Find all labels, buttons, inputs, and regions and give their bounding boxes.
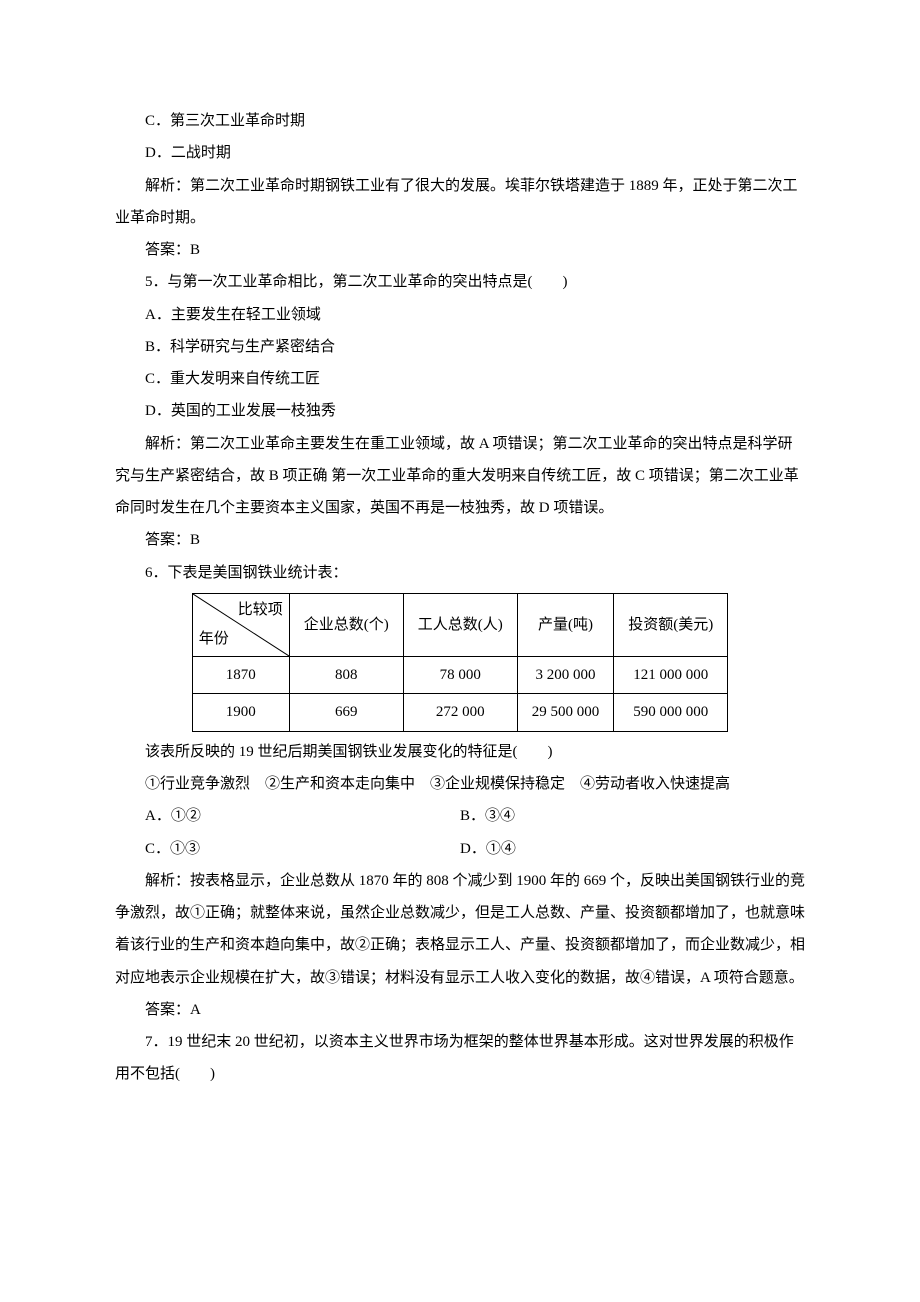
table-cell: 78 000 <box>403 656 517 694</box>
diag-bottom-label: 年份 <box>199 625 229 654</box>
table-cell: 3 200 000 <box>517 656 614 694</box>
table-header-row: 比较项 年份 企业总数(个) 工人总数(人) 产量(吨) 投资额(美元) <box>192 593 728 656</box>
table-row: 1900 669 272 000 29 500 000 590 000 000 <box>192 694 728 732</box>
q5-analysis: 解析：第二次工业革命主要发生在重工业领域，故 A 项错误；第二次工业革命的突出特… <box>115 428 805 525</box>
table-cell: 808 <box>289 656 403 694</box>
table-cell: 1900 <box>192 694 289 732</box>
table-cell: 1870 <box>192 656 289 694</box>
table-cell: 121 000 000 <box>614 656 728 694</box>
q6-analysis: 解析：按表格显示，企业总数从 1870 年的 808 个减少到 1900 年的 … <box>115 865 805 994</box>
q4-option-d: D．二战时期 <box>115 137 805 169</box>
q6-stem: 6．下表是美国钢铁业统计表： <box>115 557 805 589</box>
q4-answer: 答案：B <box>115 234 805 266</box>
table-col-header: 投资额(美元) <box>614 593 728 656</box>
table-cell: 590 000 000 <box>614 694 728 732</box>
q6-option-c: C．①③ <box>115 833 460 865</box>
q6-answer: 答案：A <box>115 994 805 1026</box>
q5-option-d: D．英国的工业发展一枝独秀 <box>115 395 805 427</box>
table-col-header: 产量(吨) <box>517 593 614 656</box>
table-cell: 29 500 000 <box>517 694 614 732</box>
document-page: C．第三次工业革命时期 D．二战时期 解析：第二次工业革命时期钢铁工业有了很大的… <box>0 0 920 1302</box>
table-diag-header: 比较项 年份 <box>192 593 289 656</box>
diag-top-label: 比较项 <box>238 596 283 625</box>
q4-analysis: 解析：第二次工业革命时期钢铁工业有了很大的发展。埃菲尔铁塔建造于 1889 年，… <box>115 170 805 235</box>
q5-stem: 5．与第一次工业革命相比，第二次工业革命的突出特点是( ) <box>115 266 805 298</box>
table-row: 1870 808 78 000 3 200 000 121 000 000 <box>192 656 728 694</box>
q5-option-b: B．科学研究与生产紧密结合 <box>115 331 805 363</box>
q6-option-b: B．③④ <box>460 800 805 832</box>
table-col-header: 工人总数(人) <box>403 593 517 656</box>
q5-answer: 答案：B <box>115 524 805 556</box>
table-col-header: 企业总数(个) <box>289 593 403 656</box>
q5-option-a: A．主要发生在轻工业领域 <box>115 299 805 331</box>
table-cell: 669 <box>289 694 403 732</box>
q4-option-c: C．第三次工业革命时期 <box>115 105 805 137</box>
q6-option-row-1: A．①② B．③④ <box>115 800 805 832</box>
q6-option-a: A．①② <box>115 800 460 832</box>
q6-substem: 该表所反映的 19 世纪后期美国钢铁业发展变化的特征是( ) <box>115 736 805 768</box>
table-cell: 272 000 <box>403 694 517 732</box>
q6-table: 比较项 年份 企业总数(个) 工人总数(人) 产量(吨) 投资额(美元) 187… <box>192 593 729 732</box>
q6-option-row-2: C．①③ D．①④ <box>115 833 805 865</box>
q5-option-c: C．重大发明来自传统工匠 <box>115 363 805 395</box>
q6-statements: ①行业竞争激烈 ②生产和资本走向集中 ③企业规模保持稳定 ④劳动者收入快速提高 <box>115 768 805 800</box>
q6-option-d: D．①④ <box>460 833 805 865</box>
q7-stem: 7．19 世纪末 20 世纪初，以资本主义世界市场为框架的整体世界基本形成。这对… <box>115 1026 805 1091</box>
